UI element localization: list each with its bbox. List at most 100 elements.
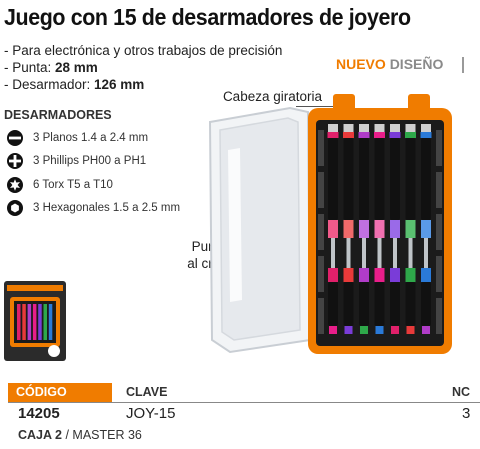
spec-item: - Desarmador: 126 mm [4, 76, 282, 93]
thumb-screwdriver [17, 304, 21, 340]
package-thumbnail [4, 281, 66, 361]
screwdriver-part [359, 124, 369, 132]
spec-label: Para electrónica y otros trabajos de pre… [12, 43, 283, 58]
screwdriver-part [362, 238, 366, 268]
screwdriver-part [328, 268, 338, 282]
slotted-icon [7, 129, 23, 146]
screwdriver-part [343, 268, 354, 282]
screwdriver-part [405, 268, 416, 282]
screwdriver-part [421, 138, 431, 220]
screwdriver-part [421, 124, 431, 132]
spec-value: 28 mm [55, 60, 98, 75]
screwdriver-part [327, 132, 339, 138]
table-header: CÓDIGO CLAVE NC [8, 383, 480, 402]
screwdriver-part [360, 326, 368, 334]
new-design-badge: NUEVO DISEÑO [336, 56, 476, 73]
screwdriver-part [343, 220, 354, 238]
table-divider [8, 402, 480, 403]
screwdriver-type-list: 3 Planos 1.4 a 2.4 mm 3 Phillips PH00 a … [6, 126, 180, 220]
thumb-screwdriver [38, 304, 42, 340]
thumb-screwdriver [27, 304, 32, 340]
screwdriver-part [374, 124, 385, 132]
screwdriver-part [343, 124, 354, 132]
type-label: 3 Phillips PH00 a PH1 [33, 155, 147, 168]
code-header: CÓDIGO [8, 383, 112, 402]
section-title: DESARMADORES [4, 108, 112, 122]
screwdriver-part [393, 238, 397, 268]
product-key: JOY-15 [126, 405, 176, 422]
screwdriver-part [377, 238, 382, 268]
screwdriver-part [328, 220, 338, 238]
phillips-icon [7, 153, 23, 170]
spec-bullet: - [4, 43, 13, 58]
screwdriver-part [343, 138, 354, 220]
thumb-screwdriver [22, 304, 26, 340]
thumb-screwdriver [32, 304, 37, 340]
bit-holder [318, 172, 324, 208]
spec-item: - Punta: 28 mm [4, 59, 282, 76]
caja-label: CAJA 2 [18, 428, 62, 442]
bit-holder [436, 172, 442, 208]
screwdriver-part [405, 132, 416, 138]
thumb-screwdriver [43, 304, 47, 340]
type-label: 6 Torx T5 a T10 [33, 178, 113, 191]
screwdriver-part [405, 220, 416, 238]
nc-header: NC [452, 385, 471, 399]
screwdriver-part [390, 138, 400, 220]
screwdriver-part [422, 326, 430, 334]
transparent-lid [208, 106, 312, 354]
badge-new: NUEVO [336, 56, 386, 72]
bit-holder [318, 130, 324, 166]
screwdriver-part [421, 282, 431, 326]
screwdriver-part [424, 238, 428, 268]
type-item: 3 Phillips PH00 a PH1 [6, 150, 180, 174]
spec-bullet: - [4, 77, 13, 92]
clave-header: CLAVE [126, 385, 168, 399]
screwdriver-part [389, 132, 401, 138]
screwdriver-part [359, 220, 369, 238]
torx-icon [7, 176, 23, 193]
hexagonal-icon [7, 200, 23, 217]
type-label: 3 Hexagonales 1.5 a 2.5 mm [33, 202, 181, 215]
spec-value: 126 mm [94, 77, 145, 92]
product-code: 14205 [18, 405, 60, 422]
screwdriver-part [359, 138, 369, 220]
product-title: Juego con 15 de desarmadores de joyero [4, 4, 411, 30]
screwdriver-part [374, 220, 385, 238]
screwdriver-part [358, 132, 370, 138]
type-item: 3 Hexagonales 1.5 a 2.5 mm [6, 197, 180, 221]
screwdriver-part [390, 220, 400, 238]
screwdriver-part [329, 326, 337, 334]
bit-holder [318, 214, 324, 250]
screwdriver-part [405, 282, 416, 326]
spec-list: - Para electrónica y otros trabajos de p… [4, 42, 282, 93]
screwdriver-part [374, 282, 385, 326]
type-label: 3 Planos 1.4 a 2.4 mm [33, 131, 149, 144]
product-image [208, 94, 452, 354]
screwdriver-part [390, 282, 400, 326]
screwdriver-part [390, 124, 400, 132]
screwdriver-part [328, 138, 338, 220]
spec-label: Desarmador: [12, 77, 95, 92]
spec-label: Punta: [12, 60, 56, 75]
bit-holder [318, 298, 324, 334]
screwdriver-part [374, 138, 385, 220]
thumb-screwdriver [48, 304, 53, 340]
bit-holder [436, 298, 442, 334]
screwdriver-part [359, 268, 369, 282]
screwdriver-part [405, 124, 416, 132]
badge-design: DISEÑO [389, 56, 444, 72]
nc-value: 3 [462, 405, 471, 422]
screwdriver-part [421, 220, 431, 238]
screwdriver-part [390, 268, 400, 282]
screwdriver-part [420, 132, 432, 138]
screwdriver-part [421, 268, 431, 282]
screwdriver-part [328, 282, 338, 326]
type-item: 3 Planos 1.4 a 2.4 mm [6, 126, 180, 150]
callout-line [296, 106, 342, 107]
bit-holder [436, 256, 442, 292]
screwdriver-part [405, 138, 416, 220]
box-quantity: CAJA 2 / MASTER 36 [18, 428, 142, 442]
spec-bullet: - [4, 60, 13, 75]
screwdriver-part [406, 326, 415, 334]
